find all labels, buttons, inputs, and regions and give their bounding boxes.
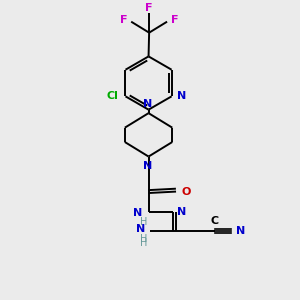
Text: N: N: [136, 224, 146, 234]
Text: H: H: [140, 217, 148, 227]
Text: O: O: [181, 187, 190, 196]
Text: F: F: [171, 15, 178, 25]
Text: N: N: [177, 207, 186, 217]
Text: Cl: Cl: [106, 91, 118, 101]
Text: F: F: [120, 15, 128, 25]
Text: C: C: [211, 216, 219, 226]
Text: N: N: [143, 161, 153, 171]
Text: H: H: [140, 234, 147, 244]
Text: H: H: [140, 238, 147, 248]
Text: N: N: [133, 208, 142, 218]
Text: N: N: [176, 91, 186, 101]
Text: N: N: [143, 99, 153, 109]
Text: N: N: [236, 226, 245, 236]
Text: F: F: [146, 3, 153, 13]
